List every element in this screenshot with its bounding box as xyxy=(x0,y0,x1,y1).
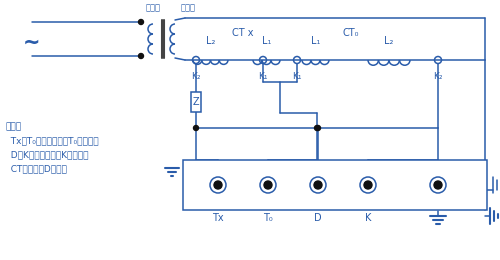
Circle shape xyxy=(138,54,143,58)
Text: K: K xyxy=(365,213,371,223)
Circle shape xyxy=(138,20,143,24)
Text: T₀: T₀ xyxy=(263,213,273,223)
Text: ~: ~ xyxy=(23,33,41,53)
Text: 调压器: 调压器 xyxy=(146,3,160,12)
Text: Z: Z xyxy=(192,97,200,107)
Text: D: D xyxy=(314,213,322,223)
Circle shape xyxy=(364,181,372,189)
Text: K₁: K₁ xyxy=(258,72,268,81)
Text: L₂: L₂ xyxy=(384,36,394,46)
Circle shape xyxy=(264,181,272,189)
Text: Tx: Tx xyxy=(212,213,224,223)
Circle shape xyxy=(214,181,222,189)
Text: CT x: CT x xyxy=(232,28,254,38)
Circle shape xyxy=(314,126,320,131)
Bar xyxy=(191,92,201,112)
Text: CT₀: CT₀ xyxy=(342,28,359,38)
Circle shape xyxy=(314,181,322,189)
Text: D、K为差流，其中K为高端，: D、K为差流，其中K为高端， xyxy=(5,150,88,159)
Text: 其中：: 其中： xyxy=(5,122,21,131)
Text: L₁: L₁ xyxy=(262,36,271,46)
Circle shape xyxy=(316,126,320,131)
Bar xyxy=(183,160,487,210)
Circle shape xyxy=(434,181,442,189)
Text: L₂: L₂ xyxy=(206,36,215,46)
Text: K₂: K₂ xyxy=(191,72,201,81)
Text: K₁: K₁ xyxy=(292,72,302,81)
Text: L₁: L₁ xyxy=(311,36,320,46)
Text: Tx、T₀为工作电流，T₀为高端，: Tx、T₀为工作电流，T₀为高端， xyxy=(5,136,98,145)
Text: 升流器: 升流器 xyxy=(181,3,196,12)
Text: CT测量时，D必须接: CT测量时，D必须接 xyxy=(5,164,67,173)
Circle shape xyxy=(194,126,198,131)
Text: K₂: K₂ xyxy=(433,72,443,81)
